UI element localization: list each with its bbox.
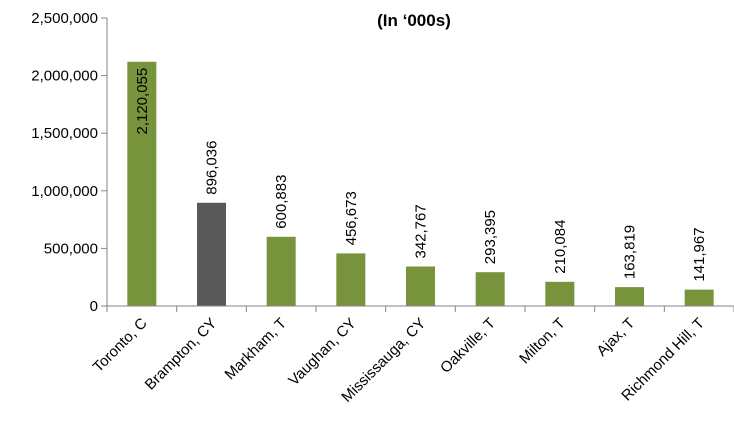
y-tick-label: 2,000,000 — [31, 68, 98, 85]
data-label: 2,120,055 — [134, 68, 151, 135]
bar — [336, 253, 366, 306]
bars-layer — [127, 61, 714, 306]
x-tick-label: Brampton, CY — [142, 315, 221, 394]
x-tick-label: Ajax, T — [593, 315, 638, 360]
y-tick-label: 0 — [90, 298, 98, 315]
bar — [475, 272, 505, 306]
y-tick-label: 500,000 — [44, 240, 98, 257]
data-label: 342,767 — [413, 204, 430, 258]
data-label: 456,673 — [343, 191, 360, 245]
data-label: 600,883 — [273, 175, 290, 229]
data-label: 896,036 — [204, 141, 221, 195]
data-label: 210,084 — [552, 220, 569, 274]
x-tick-label: Vaughan, CY — [285, 315, 359, 389]
bar — [615, 287, 644, 306]
x-tick-label: Markham, T — [222, 315, 290, 383]
y-tick-label: 1,500,000 — [31, 125, 98, 142]
bar — [197, 202, 226, 306]
data-labels-layer: 2,120,055 896,036 600,883 456,673 342,767 293… — [134, 68, 708, 282]
bar — [545, 281, 575, 306]
x-tick-label: Toronto, C — [90, 315, 151, 376]
data-label: 163,819 — [622, 225, 639, 279]
bar — [127, 61, 157, 306]
data-label: 293,395 — [482, 210, 499, 264]
x-tick-label: Milton, T — [516, 315, 569, 368]
bar — [684, 289, 714, 306]
bar — [266, 236, 296, 306]
x-tick-label: Oakville, T — [437, 315, 499, 377]
data-label: 141,967 — [691, 227, 708, 281]
chart-title: (In ‘000s) — [377, 11, 451, 30]
bar — [406, 266, 435, 306]
y-tick-label: 2,500,000 — [31, 10, 98, 27]
y-tick-label: 1,000,000 — [31, 183, 98, 200]
